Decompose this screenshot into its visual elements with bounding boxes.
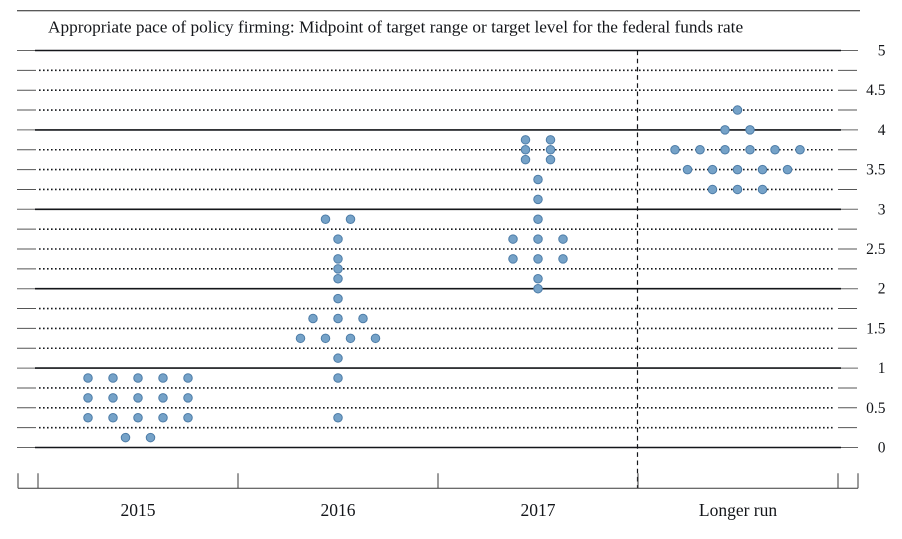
svg-text:Longer run: Longer run xyxy=(699,500,777,520)
svg-text:2: 2 xyxy=(878,281,886,298)
svg-text:2015: 2015 xyxy=(121,500,156,520)
svg-text:5: 5 xyxy=(878,43,886,60)
svg-text:2.5: 2.5 xyxy=(866,241,886,258)
svg-text:2016: 2016 xyxy=(321,500,356,520)
svg-text:Appropriate pace of policy fir: Appropriate pace of policy firming: Midp… xyxy=(48,18,743,37)
svg-text:2017: 2017 xyxy=(521,500,556,520)
svg-text:4.5: 4.5 xyxy=(866,82,886,99)
svg-text:3.5: 3.5 xyxy=(866,162,886,179)
svg-text:4: 4 xyxy=(878,122,886,139)
svg-text:0: 0 xyxy=(878,440,886,457)
svg-text:0.5: 0.5 xyxy=(866,400,886,417)
svg-text:1: 1 xyxy=(878,360,886,377)
svg-text:3: 3 xyxy=(878,201,886,218)
svg-text:1.5: 1.5 xyxy=(866,320,886,337)
